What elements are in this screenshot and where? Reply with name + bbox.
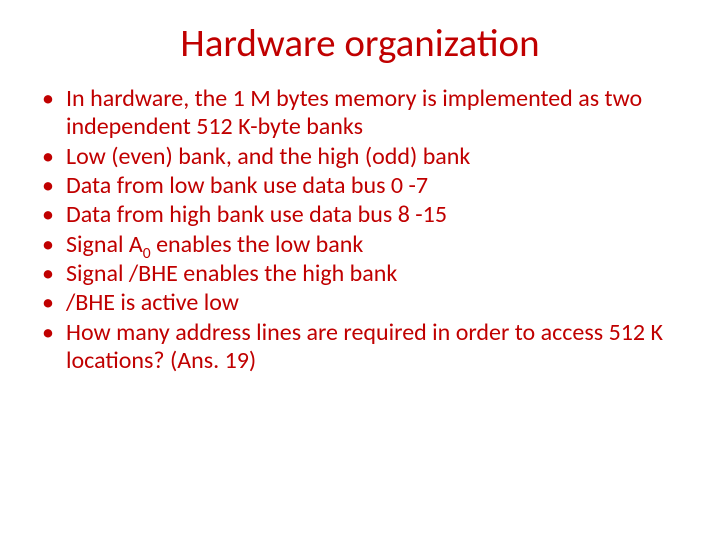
list-item: How many address lines are required in o… (66, 319, 692, 376)
list-item: In hardware, the 1 M bytes memory is imp… (66, 85, 692, 142)
list-item: Data from high bank use data bus 8 -15 (66, 201, 692, 229)
list-item: Low (even) bank, and the high (odd) bank (66, 143, 692, 171)
bullet-text: /BHE is active low (66, 288, 239, 317)
bullet-text: Signal /BHE enables the high bank (66, 259, 397, 288)
list-item: /BHE is active low (66, 289, 692, 317)
bullet-list: In hardware, the 1 M bytes memory is imp… (28, 85, 692, 375)
bullet-text: Low (even) bank, and the high (odd) bank (66, 142, 470, 171)
bullet-text: In hardware, the 1 M bytes memory is imp… (66, 84, 642, 141)
bullet-text: Data from low bank use data bus 0 -7 (66, 171, 428, 200)
slide-title: Hardware organization (28, 20, 692, 67)
bullet-text: Data from high bank use data bus 8 -15 (66, 200, 447, 229)
bullet-tail: enables the low bank (151, 230, 364, 259)
bullet-text: Signal A (66, 230, 143, 259)
list-item: Data from low bank use data bus 0 -7 (66, 172, 692, 200)
list-item: Signal A0 enables the low bank (66, 231, 692, 259)
bullet-text: How many address lines are required in o… (66, 318, 663, 375)
list-item: Signal /BHE enables the high bank (66, 260, 692, 288)
